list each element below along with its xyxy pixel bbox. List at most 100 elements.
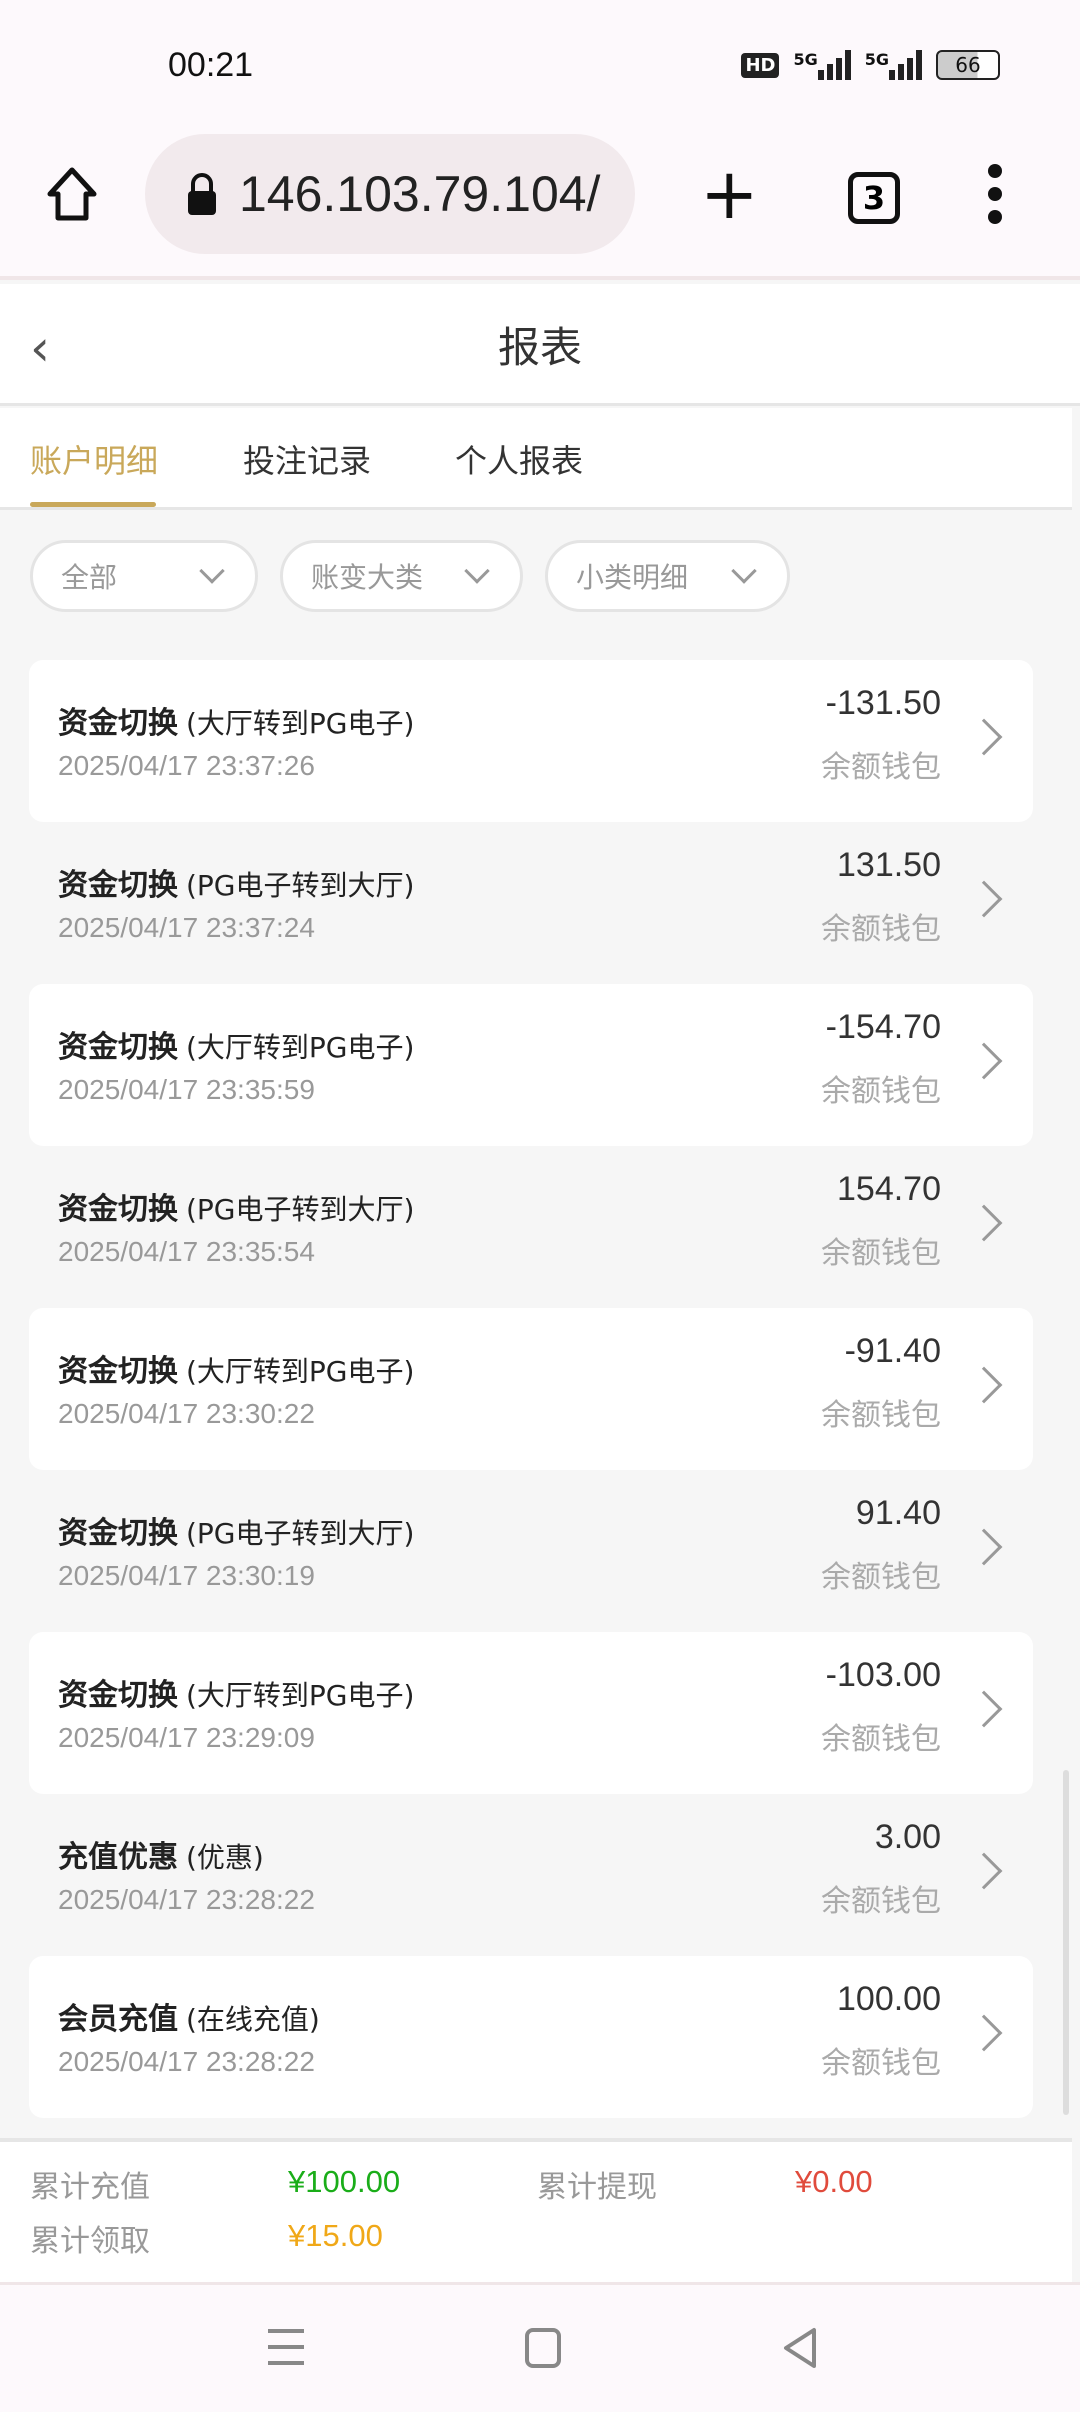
signal-5g-icon-2: 5G [865,50,922,80]
home-nav-icon[interactable] [524,2327,562,2369]
record-title: 资金切换 (大厅转到PG电子) [58,1346,414,1390]
record-amount: -91.40 [844,1332,941,1370]
record-item[interactable]: 会员充值 (在线充值) 2025/04/17 23:28:22 100.00 余额… [29,1956,1033,2118]
record-type: 充值优惠 [58,1840,178,1875]
chevron-right-icon [965,1690,1003,1728]
record-time: 2025/04/17 23:28:22 [58,2046,315,2077]
filter-all-dropdown[interactable]: 全部 [30,540,258,612]
record-title: 资金切换 (大厅转到PG电子) [58,1022,414,1066]
chevron-right-icon [965,2014,1003,2052]
summary-footer: 累计充值 ¥100.00 累计提现 ¥0.00 累计领取 ¥15.00 [0,2138,1072,2282]
record-type: 资金切换 [58,1030,178,1065]
record-title: 资金切换 (PG电子转到大厅) [58,860,414,904]
record-wallet: 余额钱包 [821,2046,941,2081]
lock-icon [188,173,216,215]
record-detail: (PG电子转到大厅) [186,1517,415,1550]
page-header: ‹ 报表 [0,284,1080,406]
url-text: 146.103.79.104/ [239,166,601,222]
record-wallet: 余额钱包 [821,1722,941,1757]
record-wallet: 余额钱包 [821,1236,941,1271]
record-amount: -103.00 [825,1656,941,1694]
record-amount: 91.40 [855,1494,941,1532]
chevron-right-icon [965,1204,1003,1242]
record-title: 资金切换 (PG电子转到大厅) [58,1184,414,1228]
recharge-value: ¥100.00 [288,2164,401,2199]
net-label: 5G [793,50,818,69]
record-item[interactable]: 资金切换 (大厅转到PG电子) 2025/04/17 23:37:26 -131.… [29,660,1033,822]
tab-bar: 账户明细 投注记录 个人报表 [0,408,1072,510]
record-item[interactable]: 资金切换 (PG电子转到大厅) 2025/04/17 23:37:24 131.5… [29,822,1033,984]
filter-subcategory-dropdown[interactable]: 小类明细 [545,540,790,612]
record-type: 资金切换 [58,1354,178,1389]
record-item[interactable]: 资金切换 (大厅转到PG电子) 2025/04/17 23:29:09 -103.… [29,1632,1033,1794]
record-title: 资金切换 (PG电子转到大厅) [58,1508,414,1552]
new-tab-button[interactable]: + [700,153,759,235]
tab-switcher-button[interactable]: 3 [848,172,900,224]
chevron-right-icon [965,880,1003,918]
record-detail: (PG电子转到大厅) [186,1193,415,1226]
net-label: 5G [864,50,889,69]
record-item[interactable]: 资金切换 (PG电子转到大厅) 2025/04/17 23:30:19 91.40… [29,1470,1033,1632]
more-menu-icon[interactable] [985,164,1005,224]
filter-category-dropdown[interactable]: 账变大类 [280,540,523,612]
record-amount: 100.00 [837,1980,941,2018]
tab-personal-report[interactable]: 个人报表 [455,442,584,480]
record-item[interactable]: 资金切换 (大厅转到PG电子) 2025/04/17 23:35:59 -154.… [29,984,1033,1146]
record-title: 资金切换 (大厅转到PG电子) [58,698,414,742]
signal-5g-icon: 5G [793,50,851,80]
record-type: 资金切换 [58,1192,178,1227]
hd-voice-icon: HD [741,52,780,78]
withdraw-label: 累计提现 [537,2170,657,2205]
record-type: 资金切换 [58,706,178,741]
record-amount: 3.00 [874,1818,941,1856]
filter-label: 账变大类 [311,561,424,594]
record-item[interactable]: 资金切换 (PG电子转到大厅) 2025/04/17 23:35:54 154.7… [29,1146,1033,1308]
chevron-right-icon [965,1852,1003,1890]
record-item[interactable]: 充值优惠 (优惠) 2025/04/17 23:28:22 3.00 余额钱包 [29,1794,1033,1956]
record-type: 资金切换 [58,868,178,903]
claim-value: ¥15.00 [288,2218,383,2253]
chevron-right-icon [965,718,1003,756]
browser-toolbar: 146.103.79.104/ + 3 [0,134,1080,280]
record-detail: (大厅转到PG电子) [186,1355,415,1388]
battery-icon: 66 [936,50,1000,80]
claim-label: 累计领取 [30,2224,150,2259]
withdraw-value: ¥0.00 [795,2164,873,2199]
record-amount: -131.50 [825,684,941,722]
record-type: 资金切换 [58,1678,178,1713]
record-item[interactable]: 资金切换 (大厅转到PG电子) 2025/04/17 23:30:22 -91.4… [29,1308,1033,1470]
record-type: 会员充值 [58,2002,178,2037]
record-detail: (大厅转到PG电子) [186,1679,415,1712]
record-time: 2025/04/17 23:28:22 [58,1884,315,1915]
record-type: 资金切换 [58,1516,178,1551]
record-time: 2025/04/17 23:29:09 [58,1722,315,1753]
record-detail: (PG电子转到大厅) [186,869,415,902]
back-icon[interactable]: ‹ [30,319,50,377]
tab-bet-records[interactable]: 投注记录 [243,442,372,480]
filter-label: 小类明细 [576,561,689,594]
record-title: 会员充值 (在线充值) [58,1994,320,2038]
recharge-label: 累计充值 [30,2170,150,2205]
status-bar: 00:21 HD 5G 5G 66 [0,0,1080,134]
home-icon[interactable] [42,164,102,224]
record-amount: 154.70 [837,1170,941,1208]
record-title: 资金切换 (大厅转到PG电子) [58,1670,414,1714]
page-title: 报表 [497,323,582,372]
record-time: 2025/04/17 23:35:59 [58,1074,315,1105]
chevron-down-icon [464,558,490,584]
back-nav-icon[interactable] [782,2327,818,2369]
active-tab-indicator [30,502,156,507]
clock: 00:21 [168,46,254,84]
recent-apps-icon[interactable] [266,2327,306,2367]
scrollbar[interactable] [1063,1770,1069,2115]
chevron-right-icon [965,1366,1003,1404]
record-detail: (优惠) [186,1841,264,1874]
address-bar[interactable]: 146.103.79.104/ [145,134,635,254]
record-time: 2025/04/17 23:37:26 [58,750,315,781]
chevron-right-icon [965,1042,1003,1080]
record-wallet: 余额钱包 [821,1074,941,1109]
record-amount: 131.50 [837,846,941,884]
record-time: 2025/04/17 23:30:19 [58,1560,315,1591]
filter-label: 全部 [61,561,118,594]
tab-account-details[interactable]: 账户明细 [30,442,159,480]
